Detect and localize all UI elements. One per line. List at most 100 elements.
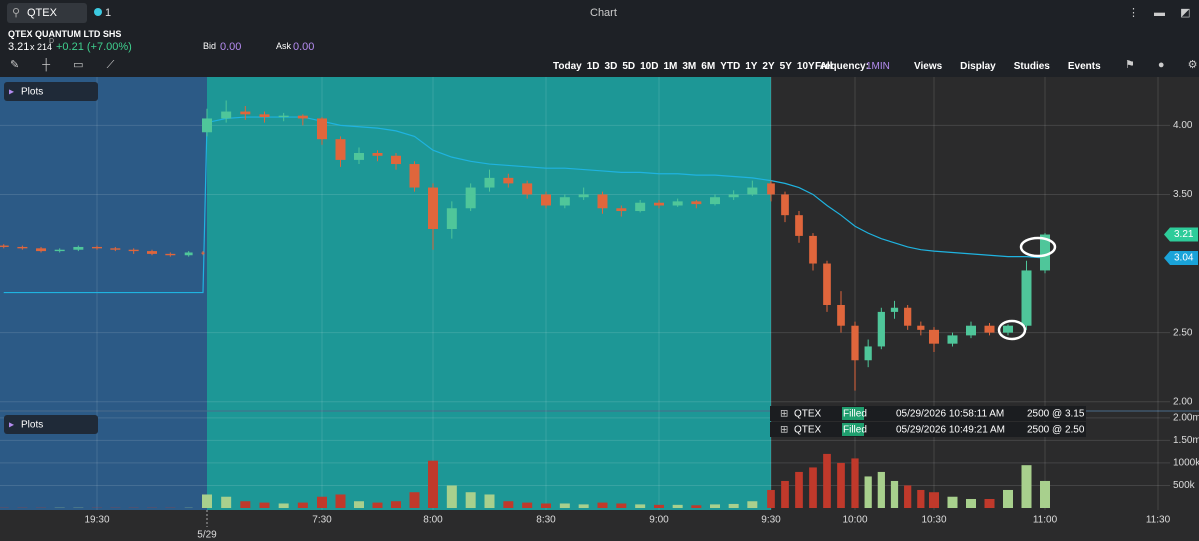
y-tick-label: 3.50 <box>1173 189 1193 200</box>
volume-bar <box>904 485 912 508</box>
candle-body <box>984 325 995 333</box>
range-button[interactable]: 1Y <box>745 61 758 72</box>
range-button[interactable]: 5D <box>622 61 636 72</box>
candle <box>335 136 346 167</box>
candle-body <box>73 246 84 250</box>
candle <box>728 190 739 200</box>
candle-body <box>354 152 364 160</box>
x-axis-bg <box>0 510 1199 541</box>
net-change: +0.21 (+7.00%) <box>56 41 132 53</box>
volume-bar <box>446 485 457 508</box>
plots-arrow: ▸ <box>9 87 14 98</box>
candle-body <box>877 311 885 347</box>
range-button[interactable]: YTD <box>720 61 741 72</box>
volume-bar <box>767 489 775 508</box>
menu-button[interactable]: Views <box>914 61 943 72</box>
settings-icons[interactable]: ⚑ ● ⚙ <box>1125 59 1197 71</box>
window-controls[interactable]: ⋮ ▬ ◩ ✕ <box>1128 7 1199 19</box>
candle <box>110 246 121 252</box>
candle-body <box>465 187 476 209</box>
volume-bar <box>317 496 327 508</box>
range-button[interactable]: 1M <box>663 61 678 72</box>
candle-body <box>781 194 789 216</box>
plots-button[interactable] <box>4 415 98 434</box>
bid-value: 0.00 <box>220 41 242 53</box>
link-dot <box>94 8 102 16</box>
price-tag-label: 3.04 <box>1174 253 1194 264</box>
x-tick-label: 9:00 <box>649 515 669 526</box>
range-button[interactable]: All <box>819 61 833 72</box>
candle <box>278 112 289 122</box>
candle <box>984 322 995 336</box>
candle-body <box>578 194 589 198</box>
vwap-line <box>3 116 1046 294</box>
candle-body <box>240 111 251 115</box>
order-symbol: QTEX <box>794 409 822 420</box>
range-button[interactable]: 2Y <box>762 61 775 72</box>
plots-label: Plots <box>21 420 43 431</box>
candle-body <box>864 346 872 361</box>
volume-bar <box>809 467 817 508</box>
menu-button[interactable]: Events <box>1067 61 1101 72</box>
volume-bar <box>354 501 364 508</box>
range-button[interactable]: 1D <box>586 61 600 72</box>
candle-body <box>317 118 327 140</box>
range-button[interactable]: 3M <box>682 61 697 72</box>
menu-button[interactable]: Display <box>960 61 996 72</box>
candle <box>372 150 383 162</box>
candle-body <box>522 183 533 195</box>
range-button[interactable]: 5Y <box>779 61 792 72</box>
candle-body <box>837 304 845 326</box>
range-button[interactable]: 10D <box>640 61 659 72</box>
candle-body <box>278 115 289 118</box>
volume-bar <box>202 494 212 508</box>
volume-tick-label: 500k <box>1173 480 1196 491</box>
y-tick-label: 4.00 <box>1173 120 1193 131</box>
search-box[interactable]: QTEX ⚲ <box>7 3 87 23</box>
volume-bar <box>1021 465 1032 508</box>
frequency-value[interactable]: 1MIN <box>866 61 890 72</box>
candle <box>966 321 976 339</box>
range-button[interactable]: 3D <box>604 61 618 72</box>
range-button[interactable]: 10Y <box>796 61 815 72</box>
candle <box>36 246 47 253</box>
volume-bar <box>929 492 939 508</box>
candle <box>147 249 157 256</box>
candle-body <box>428 187 438 229</box>
chart: 2.00 2.50 3.50 4.00 500k 1000k 1.50m 2.00m 19:30… <box>0 77 1199 541</box>
range-button[interactable]: Today <box>553 61 582 72</box>
volume-bar <box>728 503 739 508</box>
candle-body <box>947 335 958 344</box>
menu-button[interactable]: Studies <box>1013 61 1050 72</box>
candle <box>795 211 803 243</box>
plots-button[interactable] <box>4 82 98 101</box>
price-tag <box>1164 227 1198 242</box>
security-name: QTEX QUANTUM LTD SHS <box>8 29 122 39</box>
volume-bar <box>578 504 589 508</box>
price-tag <box>1164 251 1198 266</box>
volume-bar <box>522 502 533 508</box>
candle-body <box>747 187 758 195</box>
candle-body <box>1040 234 1050 271</box>
range-button[interactable]: 6M <box>701 61 716 72</box>
draw-tools[interactable]: ✎ ┼ ▭ ⟋ <box>10 59 125 71</box>
candle-body <box>929 329 939 344</box>
search-text: QTEX <box>27 7 57 19</box>
ask-label: Ask <box>276 41 292 51</box>
volume-bar <box>877 471 885 508</box>
volume-bar <box>240 501 251 508</box>
volume-bar <box>654 504 664 508</box>
candle <box>409 161 420 192</box>
candle <box>781 191 789 223</box>
candle-body <box>851 325 859 361</box>
candle-body <box>795 215 803 236</box>
candle-body <box>809 235 817 264</box>
candle <box>317 117 327 145</box>
quote-bar: QTEX QUANTUM LTD SHS 3.21 x 214 D +0.21 … <box>0 27 1199 55</box>
candle-body <box>202 118 212 133</box>
order-icon: ⊞ <box>780 409 788 420</box>
x-tick-label: 11:00 <box>1033 515 1058 526</box>
last-price: 3.21 <box>8 41 30 53</box>
candle <box>354 147 364 165</box>
volume-bar <box>409 492 420 508</box>
